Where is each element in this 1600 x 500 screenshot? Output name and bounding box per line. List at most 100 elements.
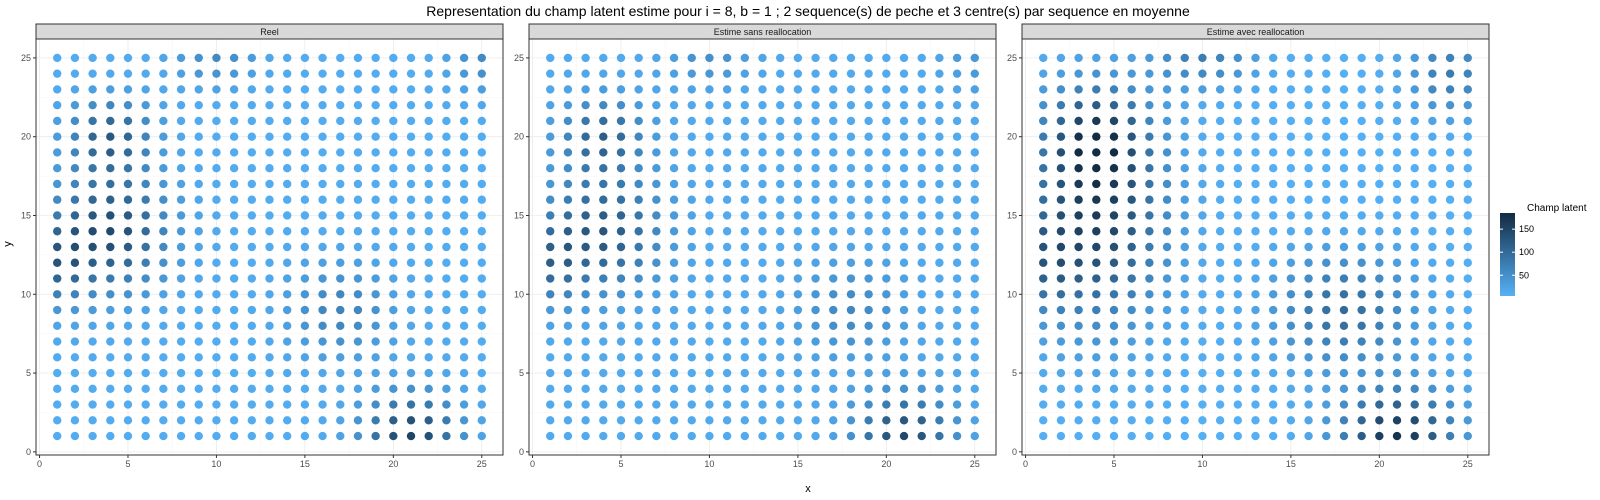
data-point	[1127, 85, 1136, 94]
data-point	[740, 85, 750, 94]
data-point	[829, 100, 838, 110]
data-point	[176, 211, 186, 220]
data-point	[353, 53, 363, 63]
data-point	[1180, 368, 1189, 378]
data-point	[1074, 431, 1083, 441]
data-point	[1145, 416, 1154, 425]
data-point	[1145, 321, 1154, 330]
data-point	[1109, 337, 1119, 346]
data-point	[70, 116, 80, 126]
data-point	[353, 148, 363, 157]
data-point	[159, 242, 168, 252]
data-point	[1357, 384, 1366, 394]
data-point	[318, 227, 327, 236]
x-tick-label: 20	[1374, 459, 1384, 469]
data-point	[318, 69, 327, 78]
data-point	[424, 368, 433, 378]
data-point	[846, 384, 856, 394]
y-axis-label: y	[2, 241, 14, 247]
data-point	[106, 85, 115, 94]
data-point	[1056, 164, 1066, 173]
data-point	[1039, 148, 1048, 157]
data-point	[1251, 431, 1260, 441]
data-point	[634, 353, 643, 362]
data-point	[1357, 337, 1366, 346]
data-point	[722, 321, 732, 330]
data-point	[1339, 274, 1349, 283]
data-point	[1145, 431, 1154, 441]
data-point	[389, 290, 398, 299]
data-point	[371, 116, 380, 126]
data-point	[424, 116, 433, 126]
facet-label: Estime avec reallocation	[1207, 27, 1305, 37]
data-point	[106, 148, 115, 157]
data-point	[793, 321, 803, 330]
data-point	[1233, 242, 1243, 252]
data-point	[53, 242, 62, 252]
data-point	[424, 227, 433, 236]
data-point	[1268, 431, 1278, 441]
data-point	[389, 258, 398, 267]
data-point	[265, 195, 274, 204]
data-point	[935, 337, 944, 346]
data-point	[371, 85, 380, 94]
data-point	[1375, 53, 1384, 63]
data-point	[459, 195, 469, 204]
data-point	[634, 384, 643, 394]
data-point	[1339, 179, 1349, 189]
data-point	[1286, 337, 1296, 346]
data-point	[318, 53, 327, 63]
data-point	[952, 400, 962, 409]
data-point	[371, 290, 380, 299]
data-point	[247, 384, 257, 394]
data-point	[899, 368, 909, 378]
data-point	[775, 100, 785, 110]
data-point	[1375, 305, 1384, 315]
data-point	[1375, 116, 1384, 126]
data-point	[1286, 132, 1296, 141]
data-point	[970, 195, 979, 204]
data-point	[1039, 368, 1048, 378]
data-point	[70, 53, 80, 63]
data-point	[935, 400, 944, 409]
data-point	[652, 321, 661, 330]
data-point	[1251, 116, 1260, 126]
data-point	[1180, 274, 1189, 283]
data-point	[389, 353, 398, 362]
data-point	[1304, 227, 1313, 236]
data-point	[336, 69, 345, 78]
data-point	[406, 416, 416, 425]
data-point	[917, 116, 926, 126]
data-point	[882, 416, 891, 425]
data-point	[318, 431, 327, 441]
data-point	[616, 242, 626, 252]
data-point	[1215, 85, 1225, 94]
data-point	[406, 132, 416, 141]
data-point	[1039, 85, 1048, 94]
data-point	[1268, 337, 1278, 346]
data-point	[599, 148, 608, 157]
data-point	[758, 148, 767, 157]
data-point	[459, 132, 469, 141]
data-point	[1109, 321, 1119, 330]
data-point	[1198, 305, 1207, 315]
data-point	[371, 242, 380, 252]
data-point	[952, 305, 962, 315]
data-point	[1463, 85, 1472, 94]
data-point	[389, 227, 398, 236]
data-point	[546, 69, 555, 78]
data-point	[212, 274, 221, 283]
data-point	[424, 416, 433, 425]
data-point	[811, 100, 820, 110]
data-point	[1056, 258, 1066, 267]
data-point	[811, 85, 820, 94]
data-point	[336, 211, 345, 220]
data-point	[634, 321, 643, 330]
data-point	[758, 195, 767, 204]
data-point	[899, 258, 909, 267]
data-point	[141, 416, 150, 425]
data-point	[1039, 431, 1048, 441]
data-point	[1339, 100, 1349, 110]
data-point	[1286, 431, 1296, 441]
